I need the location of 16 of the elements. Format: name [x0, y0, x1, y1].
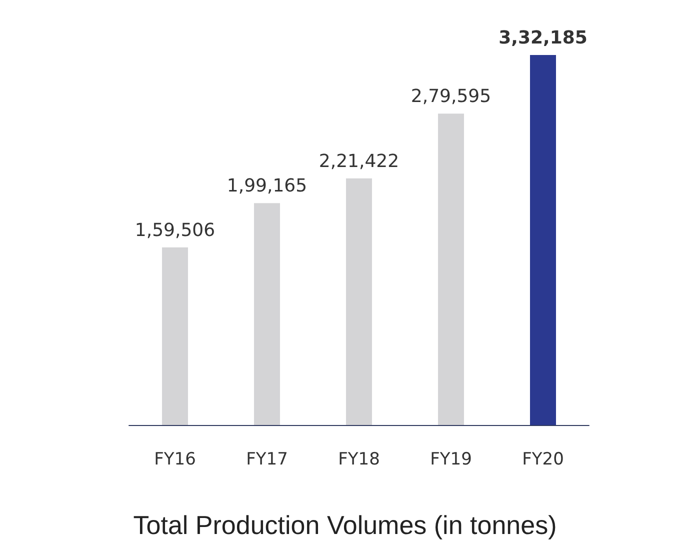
bar: [438, 114, 464, 425]
data-label: 2,21,422: [318, 150, 400, 172]
bar: [162, 247, 188, 425]
bar: [346, 178, 372, 425]
data-label: 1,99,165: [226, 176, 308, 197]
data-label: 3,32,185: [498, 28, 588, 48]
bar: [530, 55, 556, 425]
bar: [254, 203, 280, 425]
x-tick-label: FY16: [154, 450, 196, 470]
data-label: 1,59,506: [134, 220, 216, 241]
x-tick-label: FY17: [246, 450, 288, 470]
text: Total Production Volumes (in tonnes): [133, 510, 557, 540]
data-label: 2,79,595: [410, 86, 492, 108]
x-tick-label: FY18: [338, 450, 380, 470]
x-tick-label: FY19: [430, 450, 472, 470]
x-tick-label: FY20: [522, 450, 564, 470]
